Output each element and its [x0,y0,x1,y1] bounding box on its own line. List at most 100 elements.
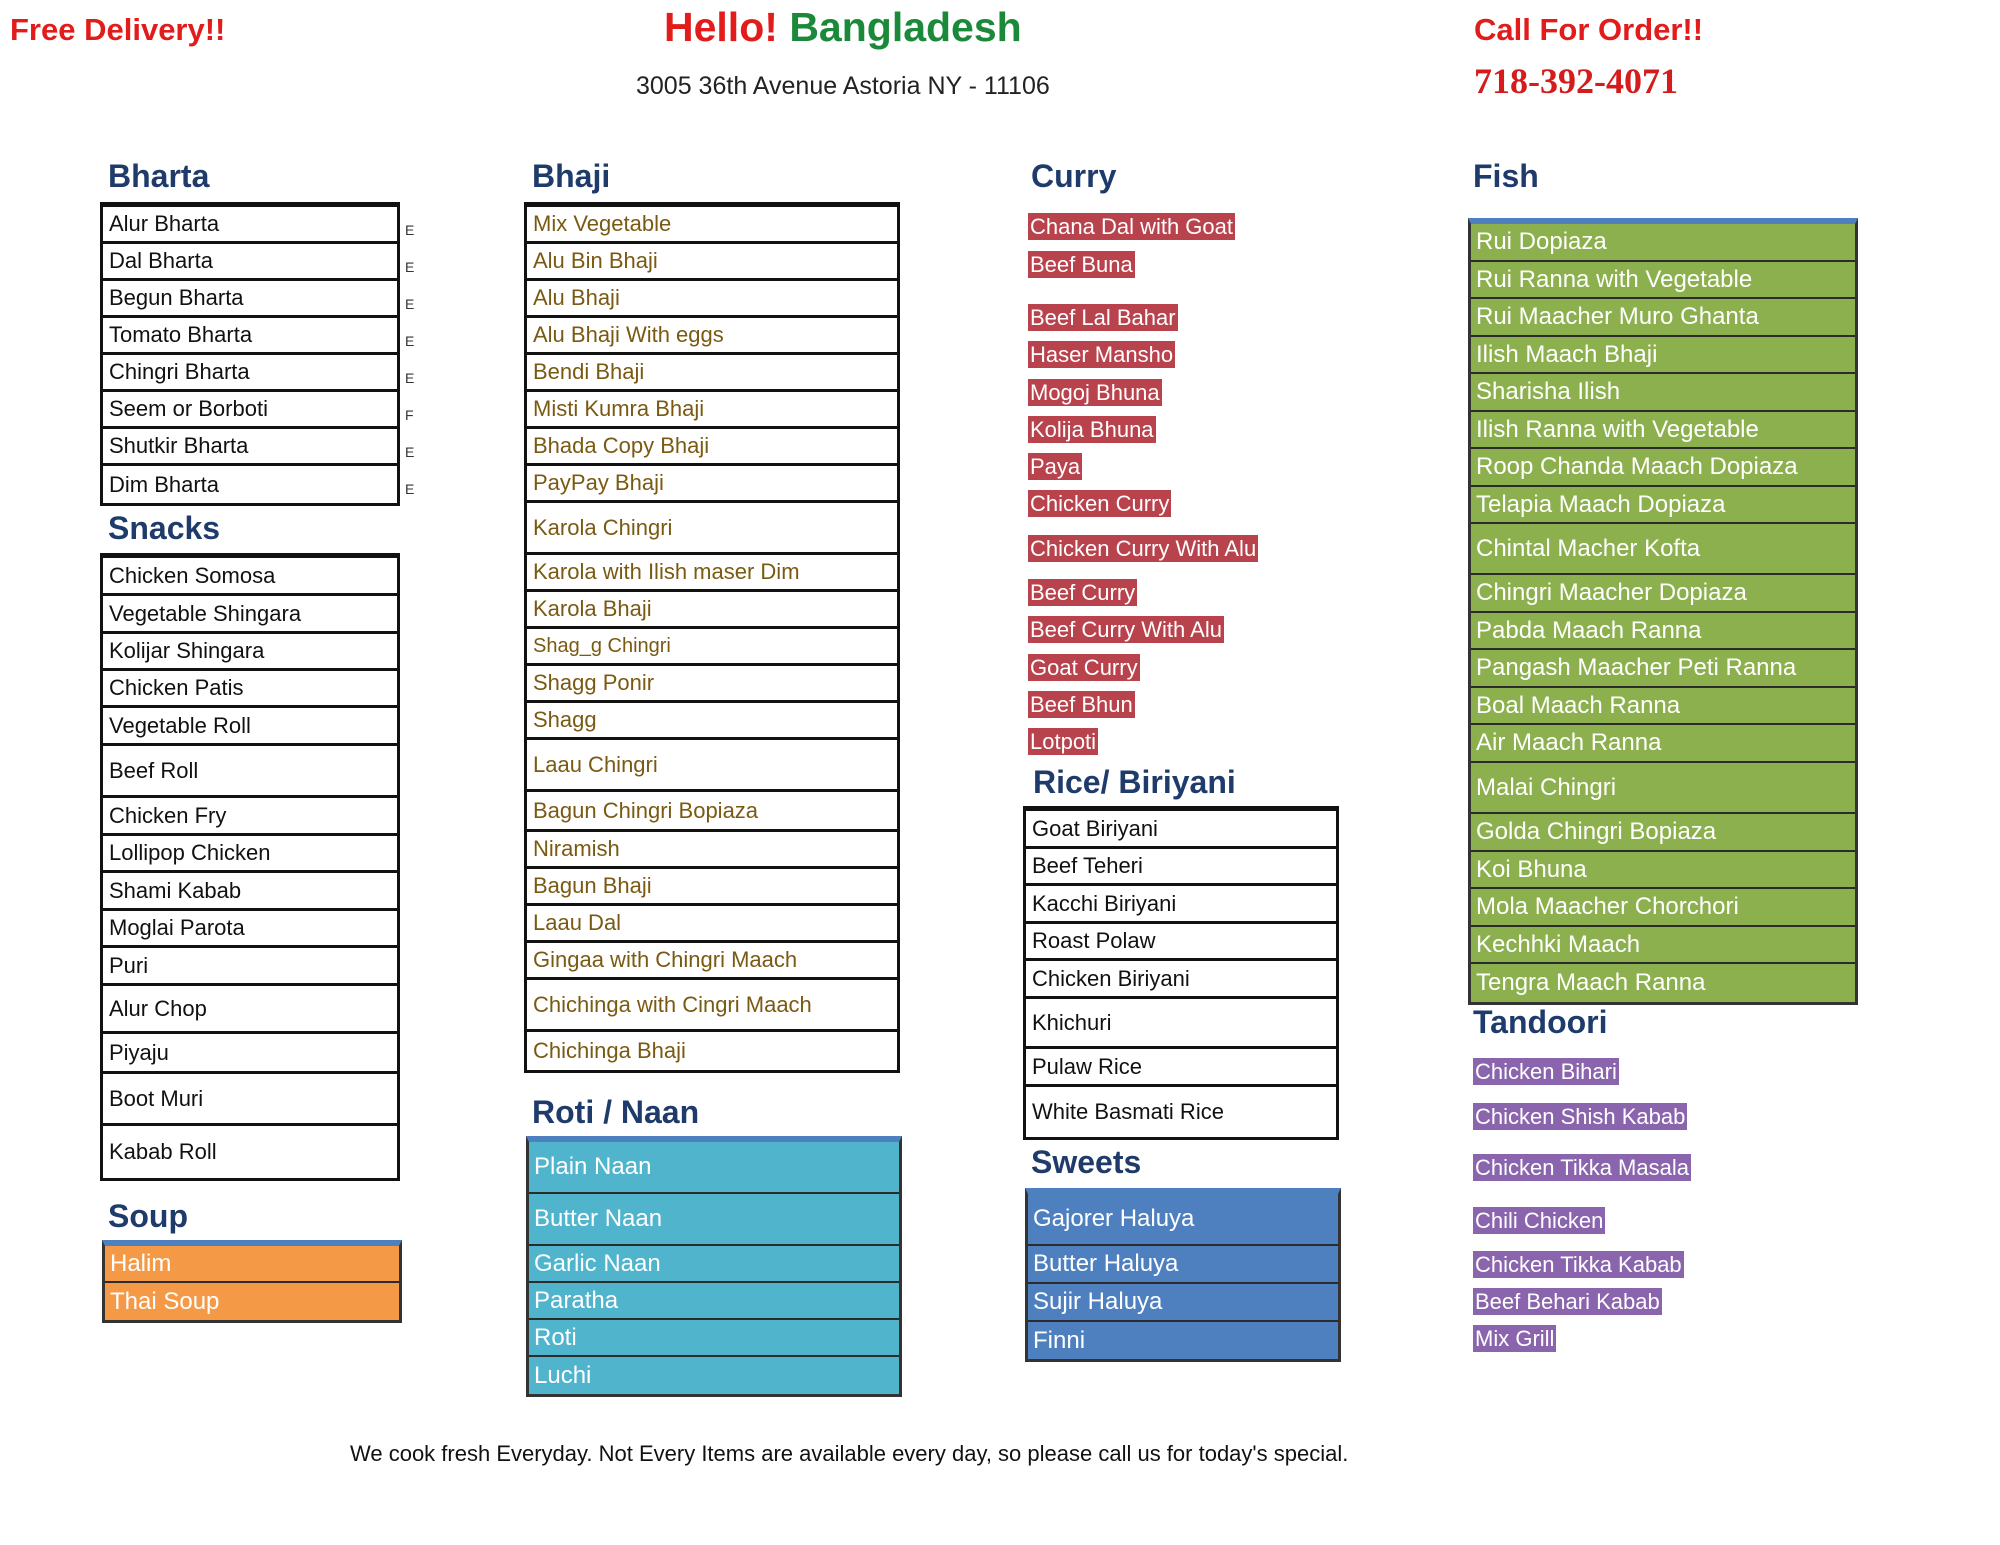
menu-item[interactable]: Pangash Maacher Peti Ranna [1471,650,1855,688]
menu-item[interactable]: Seem or Borboti [103,392,397,429]
menu-item[interactable]: Chicken Tikka Kabab [1473,1251,1684,1278]
menu-item[interactable]: Beef Teheri [1026,849,1336,886]
menu-item[interactable]: Piyaju [103,1034,397,1074]
menu-item[interactable]: Kolijar Shingara [103,634,397,671]
menu-item[interactable]: Niramish [527,832,897,869]
menu-item[interactable]: Kolija Bhuna [1028,416,1156,443]
menu-item[interactable]: Bagun Chingri Bopiaza [527,792,897,832]
menu-item[interactable]: Alur Chop [103,986,397,1034]
menu-item[interactable]: Paratha [529,1283,899,1320]
menu-item[interactable]: Garlic Naan [529,1246,899,1283]
menu-item[interactable]: Roop Chanda Maach Dopiaza [1471,449,1855,487]
menu-item[interactable]: Dim Bharta [109,471,220,497]
menu-item[interactable]: Beef Lal Bahar [1028,304,1178,331]
menu-item[interactable]: Luchi [529,1357,899,1394]
menu-item[interactable]: Vegetable Shingara [103,596,397,634]
menu-item[interactable]: Rui Dopiaza [1471,224,1855,262]
menu-item[interactable]: Tomato Bharta [103,318,397,355]
menu-item[interactable]: Tengra Maach Ranna [1471,964,1855,1002]
menu-item[interactable]: Laau Chingri [527,740,897,792]
menu-item[interactable]: Beef Curry [1028,579,1138,606]
menu-item[interactable]: Lollipop Chicken [103,836,397,873]
menu-item[interactable]: Khichuri [1026,999,1336,1049]
menu-item[interactable]: Chichinga with Cingri Maach [527,980,897,1032]
menu-item[interactable]: Beef Behari Kabab [1473,1288,1662,1315]
menu-item[interactable]: Chicken Tikka Masala [1473,1154,1691,1181]
menu-item[interactable]: Chana Dal with Goat [1028,213,1235,240]
menu-item[interactable]: Karola with Ilish maser Dim [527,555,897,592]
menu-item[interactable]: Mogoj Bhuna [1028,379,1162,406]
menu-item[interactable]: Vegetable Roll [103,708,397,746]
menu-item[interactable]: Chintal Macher Kofta [1471,524,1855,575]
menu-item[interactable]: Shami Kabab [103,873,397,911]
menu-item[interactable]: Plain Naan [529,1142,899,1194]
menu-item[interactable]: White Basmati Rice [1032,1099,1224,1124]
menu-item[interactable]: Lotpoti [1028,728,1099,755]
menu-item[interactable]: Gajorer Haluya [1028,1194,1338,1246]
menu-item[interactable]: Sujir Haluya [1028,1284,1338,1322]
menu-item[interactable]: Haser Mansho [1028,341,1176,368]
menu-item[interactable]: Goat Curry [1028,654,1140,681]
menu-item[interactable]: PayPay Bhaji [527,466,897,503]
menu-item[interactable]: Chichinga Bhaji [533,1038,686,1063]
menu-item[interactable]: Sharisha Ilish [1471,374,1855,412]
menu-item[interactable]: Beef Bhun [1028,691,1135,718]
menu-item[interactable]: Shagg Ponir [527,666,897,703]
menu-item[interactable]: Laau Dal [527,906,897,943]
menu-item[interactable]: Gingaa with Chingri Maach [527,943,897,980]
menu-item[interactable]: Rui Maacher Muro Ghanta [1471,299,1855,337]
menu-item[interactable]: Pabda Maach Ranna [1471,613,1855,650]
menu-item[interactable]: Butter Naan [529,1194,899,1246]
menu-item[interactable]: Air Maach Ranna [1471,725,1855,763]
menu-item[interactable]: Ilish Ranna with Vegetable [1471,412,1855,449]
menu-item[interactable]: Kacchi Biriyani [1026,886,1336,924]
menu-item[interactable]: Chicken Curry [1028,490,1172,517]
menu-item[interactable]: Pulaw Rice [1026,1049,1336,1087]
menu-item[interactable]: Karola Bhaji [527,592,897,629]
menu-item[interactable]: Butter Haluya [1028,1246,1338,1284]
menu-item[interactable]: Goat Biriyani [1026,811,1336,849]
menu-item[interactable]: Malai Chingri [1471,763,1855,814]
menu-item[interactable]: Mola Maacher Chorchori [1471,889,1855,927]
menu-item[interactable]: Boal Maach Ranna [1471,688,1855,725]
menu-item[interactable]: Shagg [527,703,897,740]
menu-item[interactable]: Beef Buna [1028,251,1135,278]
menu-item[interactable]: Chingri Maacher Dopiaza [1471,575,1855,613]
menu-item[interactable]: Chicken Somosa [103,558,397,596]
menu-item[interactable]: Beef Curry With Alu [1028,616,1224,643]
menu-item[interactable]: Roast Polaw [1026,924,1336,961]
menu-item[interactable]: Chicken Shish Kabab [1473,1103,1688,1130]
menu-item[interactable]: Chicken Bihari [1473,1058,1619,1085]
menu-item[interactable]: Begun Bharta [103,281,397,318]
menu-item[interactable]: Moglai Parota [103,911,397,948]
menu-item[interactable]: Telapia Maach Dopiaza [1471,487,1855,524]
menu-item[interactable]: Ilish Maach Bhaji [1471,337,1855,374]
menu-item[interactable]: Boot Muri [103,1074,397,1126]
menu-item[interactable]: Beef Roll [103,746,397,798]
menu-item[interactable]: Mix Grill [1473,1325,1557,1352]
menu-item[interactable]: Chili Chicken [1473,1207,1606,1234]
menu-item[interactable]: Kechhki Maach [1471,927,1855,964]
menu-item[interactable]: Thai Soup [105,1283,399,1320]
menu-item[interactable]: Dal Bharta [103,244,397,281]
menu-item[interactable]: Finni [1028,1322,1338,1359]
menu-item[interactable]: Mix Vegetable [527,207,897,244]
menu-item[interactable]: Halim [105,1246,399,1283]
menu-item[interactable]: Karola Chingri [527,503,897,555]
menu-item[interactable]: Alur Bharta [103,207,397,244]
menu-item[interactable]: Paya [1028,453,1083,480]
menu-item[interactable]: Golda Chingri Bopiaza [1471,814,1855,852]
menu-item[interactable]: Kabab Roll [109,1139,217,1164]
menu-item[interactable]: Shutkir Bharta [103,429,397,466]
menu-item[interactable]: Misti Kumra Bhaji [527,392,897,429]
menu-item[interactable]: Chingri Bharta [103,355,397,392]
phone-number[interactable]: 718-392-4071 [1474,61,1678,101]
menu-item[interactable]: Alu Bhaji With eggs [527,318,897,355]
menu-item[interactable]: Chicken Fry [103,798,397,836]
menu-item[interactable]: Bagun Bhaji [527,869,897,906]
menu-item[interactable]: Roti [529,1320,899,1357]
menu-item[interactable]: Alu Bin Bhaji [527,244,897,281]
menu-item[interactable]: Chicken Biriyani [1026,961,1336,999]
menu-item[interactable]: Bendi Bhaji [527,355,897,392]
menu-item[interactable]: Chicken Curry With Alu [1028,535,1259,562]
